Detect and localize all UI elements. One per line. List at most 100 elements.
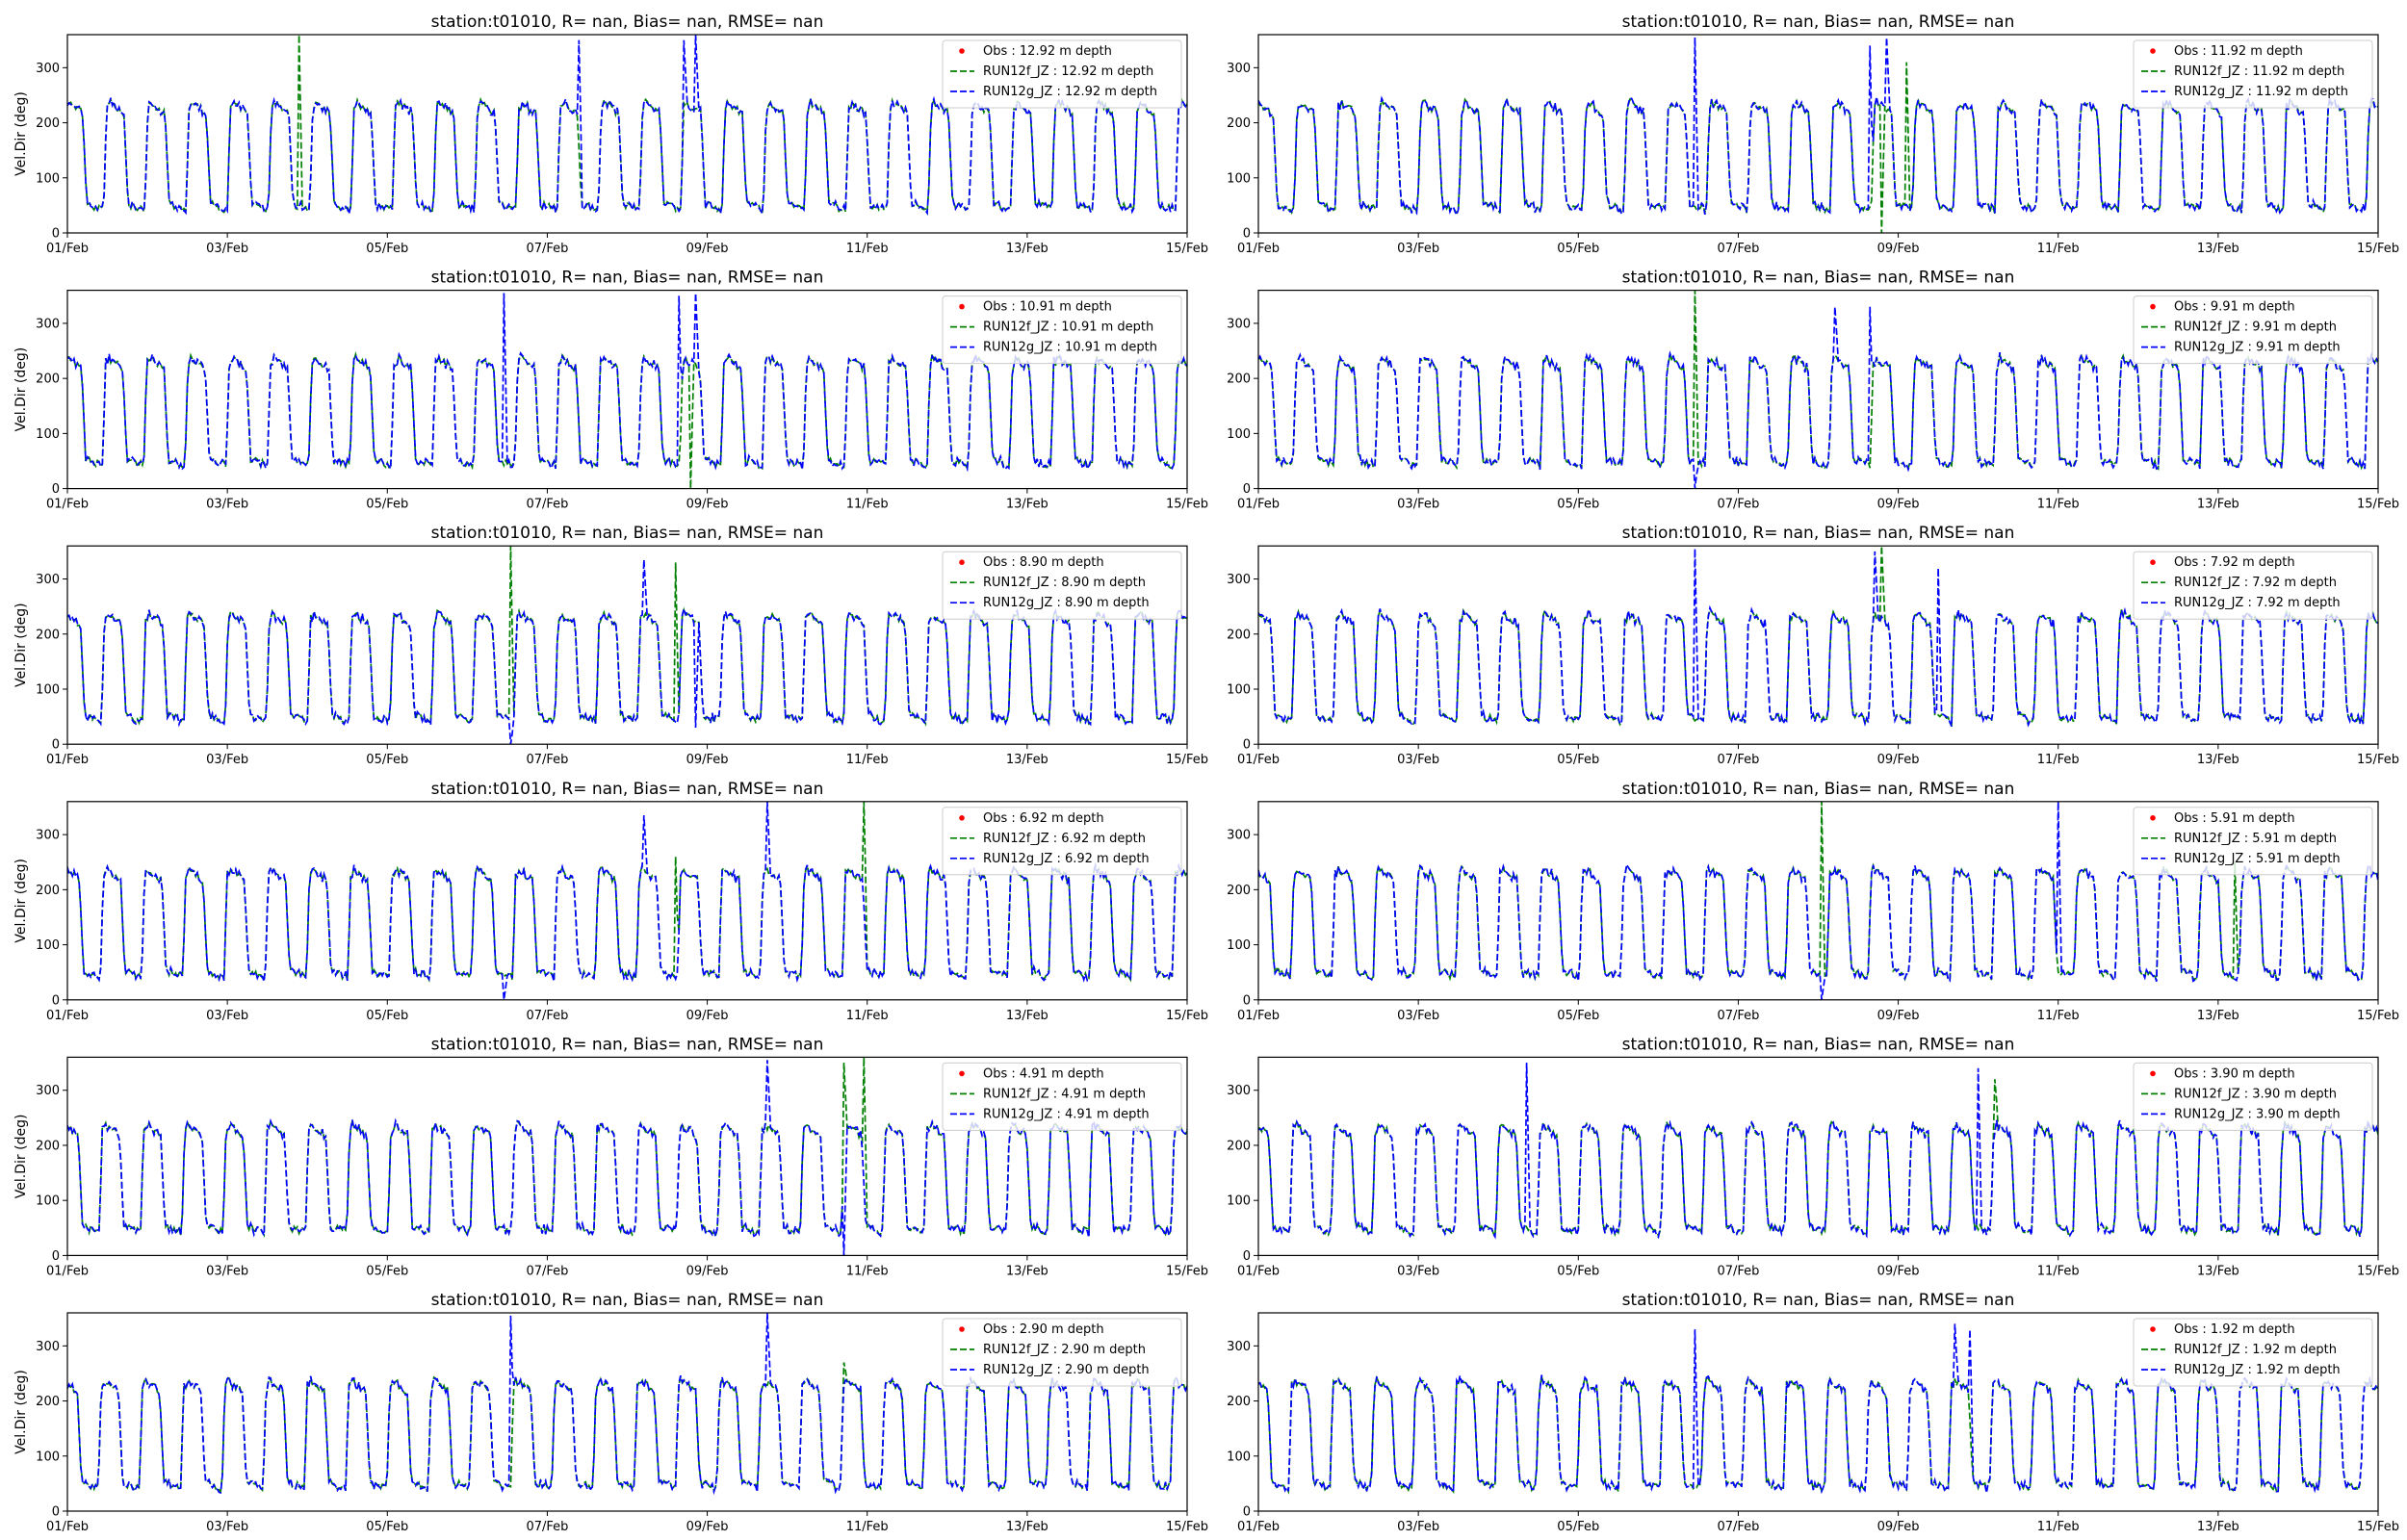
- x-tick-label: 05/Feb: [366, 242, 408, 256]
- x-tick-label: 03/Feb: [1397, 242, 1439, 256]
- x-tick-label: 05/Feb: [1557, 1009, 1599, 1023]
- y-tick-label: 0: [1243, 1505, 1251, 1520]
- legend: Obs : 2.90 m depth RUN12f_JZ : 2.90 m dep…: [942, 1318, 1182, 1387]
- x-tick-label: 05/Feb: [1557, 753, 1599, 767]
- series-line-run12g: [67, 1060, 1187, 1256]
- legend-entry: RUN12g_JZ : 6.92 m depth: [983, 852, 1150, 866]
- axes-frame: [66, 545, 1188, 745]
- y-tick-label: 300: [1227, 573, 1251, 587]
- x-tick-label: 15/Feb: [1166, 242, 1208, 256]
- legend: Obs : 1.92 m depth RUN12f_JZ : 1.92 m dep…: [2133, 1318, 2373, 1387]
- x-tick-label: 01/Feb: [46, 1009, 89, 1023]
- legend-entry: RUN12g_JZ : 7.92 m depth: [2174, 596, 2341, 610]
- legend: Obs : 10.91 m depth RUN12f_JZ : 10.91 m d…: [942, 295, 1182, 365]
- y-axis-label: Vel.Dir (deg): [13, 91, 29, 176]
- subplot-3: station:t01010, R= nan, Bias= nan, RMSE=…: [13, 269, 1208, 512]
- legend-marker-obs: [2150, 48, 2156, 54]
- legend-entry: RUN12g_JZ : 8.90 m depth: [983, 596, 1150, 610]
- series-line-run12f: [67, 35, 1187, 216]
- x-tick-label: 11/Feb: [846, 1264, 889, 1278]
- x-tick-label: 01/Feb: [46, 1520, 89, 1534]
- legend-box: [942, 1062, 1182, 1131]
- x-tick-label: 03/Feb: [1397, 1009, 1439, 1023]
- y-tick-label: 0: [52, 993, 60, 1008]
- series-line-run12g: [1258, 801, 2378, 1000]
- series-line-run12g: [1258, 1323, 2378, 1495]
- legend-entry: RUN12g_JZ : 2.90 m depth: [983, 1363, 1150, 1377]
- legend-marker-obs: [2150, 815, 2156, 821]
- legend-marker-obs: [959, 815, 965, 821]
- axes-frame: [1257, 1312, 2379, 1512]
- y-tick-label: 200: [36, 116, 60, 131]
- y-tick-label: 0: [1243, 227, 1251, 242]
- subplot-6: station:t01010, R= nan, Bias= nan, RMSE=…: [1227, 524, 2399, 767]
- y-tick-label: 100: [1227, 1450, 1251, 1464]
- legend-box: [2133, 295, 2373, 365]
- x-tick-label: 15/Feb: [2357, 498, 2399, 512]
- x-tick-label: 09/Feb: [1877, 498, 1920, 512]
- y-tick-label: 0: [1243, 993, 1251, 1008]
- legend-entry: RUN12g_JZ : 11.92 m depth: [2174, 85, 2348, 99]
- series-line-run12g: [67, 35, 1187, 218]
- x-tick-label: 01/Feb: [1237, 1009, 1280, 1023]
- legend-entry: RUN12g_JZ : 9.91 m depth: [2174, 341, 2341, 355]
- axes-frame: [1257, 290, 2379, 490]
- y-tick-label: 300: [36, 1084, 60, 1098]
- subplot-title: station:t01010, R= nan, Bias= nan, RMSE=…: [1622, 1291, 2015, 1310]
- x-tick-label: 11/Feb: [2037, 753, 2080, 767]
- x-tick-label: 11/Feb: [2037, 1009, 2080, 1023]
- x-tick-label: 01/Feb: [1237, 1264, 1280, 1278]
- legend: Obs : 3.90 m depth RUN12f_JZ : 3.90 m dep…: [2133, 1062, 2373, 1131]
- x-tick-label: 11/Feb: [2037, 1264, 2080, 1278]
- x-tick-label: 03/Feb: [206, 1009, 248, 1023]
- axes-frame: [66, 34, 1188, 234]
- y-tick-label: 300: [36, 573, 60, 587]
- legend-box: [2133, 1318, 2373, 1387]
- legend-entry: RUN12f_JZ : 10.91 m depth: [983, 321, 1153, 335]
- y-tick-label: 0: [52, 1505, 60, 1520]
- x-tick-label: 07/Feb: [526, 1264, 568, 1278]
- legend: Obs : 12.92 m depth RUN12f_JZ : 12.92 m d…: [942, 39, 1182, 109]
- legend-entry: RUN12g_JZ : 4.91 m depth: [983, 1107, 1150, 1121]
- x-tick-label: 03/Feb: [206, 242, 248, 256]
- y-tick-label: 100: [1227, 427, 1251, 442]
- x-tick-label: 01/Feb: [1237, 498, 1280, 512]
- legend-entry: Obs : 5.91 m depth: [2174, 811, 2295, 826]
- x-tick-label: 09/Feb: [1877, 1009, 1920, 1023]
- y-tick-label: 0: [52, 1249, 60, 1264]
- subplot-5: station:t01010, R= nan, Bias= nan, RMSE=…: [13, 524, 1208, 767]
- subplot-title: station:t01010, R= nan, Bias= nan, RMSE=…: [431, 269, 824, 288]
- axes-frame: [1257, 545, 2379, 745]
- legend-entry: RUN12f_JZ : 1.92 m depth: [2174, 1343, 2337, 1357]
- axes-frame: [66, 1056, 1188, 1257]
- legend-entry: Obs : 6.92 m depth: [983, 811, 1104, 826]
- x-tick-label: 13/Feb: [2197, 498, 2239, 512]
- y-tick-label: 300: [36, 829, 60, 843]
- subplot-title: station:t01010, R= nan, Bias= nan, RMSE=…: [1622, 780, 2015, 799]
- subplot-12: station:t01010, R= nan, Bias= nan, RMSE=…: [1227, 1291, 2399, 1534]
- x-tick-label: 07/Feb: [1717, 753, 1759, 767]
- legend-entry: RUN12f_JZ : 3.90 m depth: [2174, 1087, 2337, 1101]
- y-tick-label: 0: [52, 482, 60, 497]
- x-tick-label: 05/Feb: [1557, 498, 1599, 512]
- y-tick-label: 200: [36, 884, 60, 898]
- x-tick-label: 09/Feb: [1877, 753, 1920, 767]
- x-tick-label: 13/Feb: [2197, 242, 2239, 256]
- x-tick-label: 05/Feb: [366, 1264, 408, 1278]
- y-axis-label: Vel.Dir (deg): [13, 859, 29, 943]
- x-tick-label: 11/Feb: [846, 753, 889, 767]
- legend-entry: RUN12f_JZ : 8.90 m depth: [983, 576, 1146, 590]
- x-tick-label: 13/Feb: [1006, 498, 1048, 512]
- x-tick-label: 13/Feb: [1006, 1520, 1048, 1534]
- x-tick-label: 15/Feb: [1166, 1264, 1208, 1278]
- y-tick-label: 300: [1227, 62, 1251, 76]
- subplot-title: station:t01010, R= nan, Bias= nan, RMSE=…: [431, 780, 824, 799]
- subplot-2: station:t01010, R= nan, Bias= nan, RMSE=…: [1227, 13, 2399, 256]
- x-tick-label: 03/Feb: [206, 1264, 248, 1278]
- y-tick-label: 100: [1227, 1194, 1251, 1209]
- subplot-title: station:t01010, R= nan, Bias= nan, RMSE=…: [431, 1035, 824, 1054]
- subplot-title: station:t01010, R= nan, Bias= nan, RMSE=…: [431, 524, 824, 543]
- x-tick-label: 15/Feb: [2357, 753, 2399, 767]
- y-tick-label: 300: [36, 62, 60, 76]
